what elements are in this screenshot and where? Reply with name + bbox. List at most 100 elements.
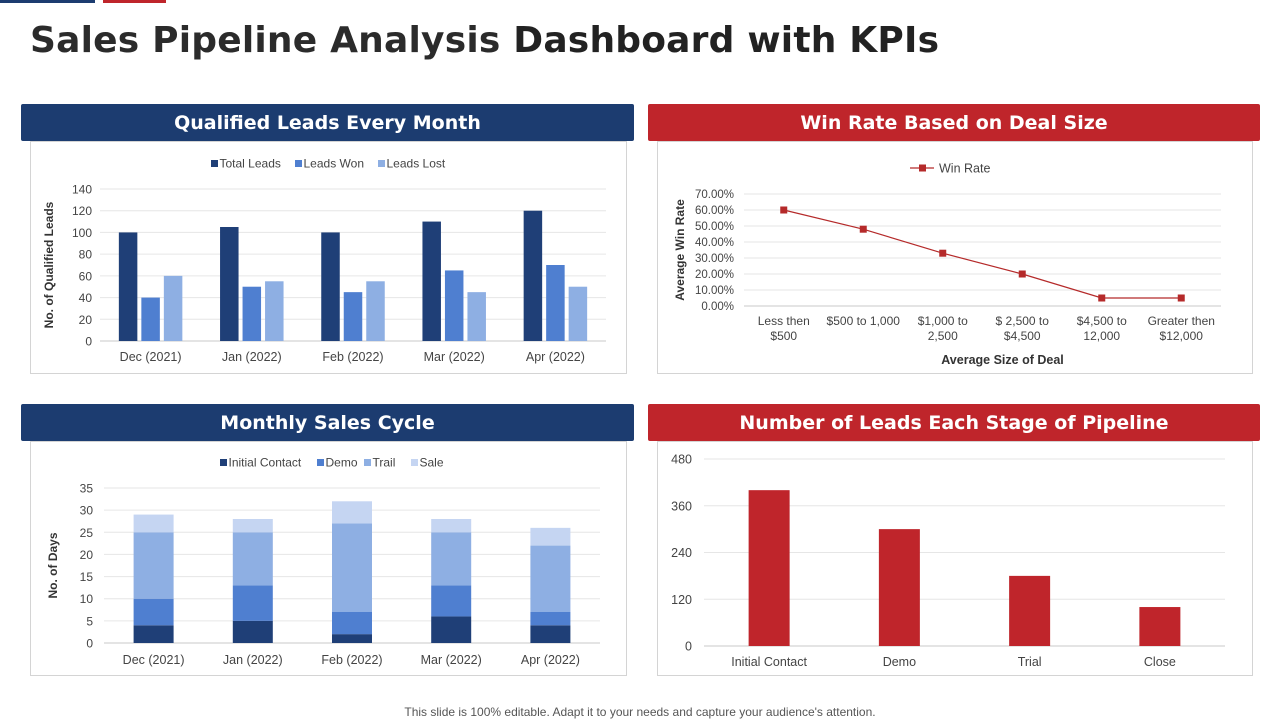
win-rate-point-1 [780,206,788,214]
x-tick-label: $4,500 [1004,329,1041,343]
stack-demo-feb-2022 [332,612,372,635]
y-tick-label: 30.00% [695,253,734,265]
y-tick-label: 10 [80,592,94,606]
y-tick-label: 25 [80,526,94,540]
stack-initial-contact-feb-2022 [332,634,372,643]
top-accent-red [103,0,166,3]
y-tick-label: 30 [80,504,94,518]
bar-total-leads-mar-2022 [422,221,441,341]
y-tick-label: 120 [671,593,692,607]
legend-label: Win Rate [939,162,990,176]
y-axis-title: No. of Days [46,532,60,598]
stack-demo-apr-2022 [530,612,571,626]
y-tick-label: 40.00% [695,237,734,249]
win-rate-chart: 0.00% 10.00% 20.00% 30.00% 40.00% 50.00% 60.00… [673,162,1221,367]
win-rate-point-5 [1098,294,1106,302]
win-rate-panel: 0.00% 10.00% 20.00% 30.00% 40.00% 50.00% 60.00… [657,141,1253,374]
sales-cycle-header: Monthly Sales Cycle [21,404,634,441]
x-tick-label: $4,500 to [1077,314,1127,328]
stack-trail-dec-2021 [133,532,174,599]
y-tick-label: 0 [86,637,93,651]
x-tick-label: $12,000 [1160,329,1204,343]
bar-trial [1009,575,1051,646]
page-title-part2: Dashboard with KPIs [513,20,940,61]
bar-total-leads-dec-2021 [118,232,138,341]
legend-swatch [364,459,371,466]
stack-initial-contact-jan-2022 [232,620,273,643]
page-title: Sales Pipeline Analysis Dashboard with K… [30,20,939,61]
bar-leads-lost-feb-2022 [366,281,385,341]
y-tick-label: 120 [72,204,92,218]
x-tick-label: Initial Contact [731,655,807,669]
qualified-leads-panel: 0 20 40 60 80 100 120 140 No. of Qualified Leads… [30,141,627,374]
win-rate-point-3 [939,249,947,257]
bar-initial-contact [748,490,790,646]
y-tick-label: 80 [79,248,93,262]
y-tick-label: 360 [671,499,692,513]
bar-total-leads-feb-2022 [321,232,340,341]
stack-sale-feb-2022 [332,501,372,524]
x-tick-label: Jan (2022) [222,350,282,364]
legend-swatch [295,160,302,167]
y-tick-label: 0.00% [701,301,734,313]
x-tick-label: Apr (2022) [521,653,580,667]
sales-cycle-chart: 0 5 10 15 20 25 30 35 No. of Days Dec (2021) Jan (… [46,456,600,667]
stack-trail-apr-2022 [530,545,571,612]
bar-leads-won-mar-2022 [444,270,464,341]
x-tick-label: Demo [883,655,916,669]
stack-sale-dec-2021 [133,514,174,533]
qualified-leads-chart: 0 20 40 60 80 100 120 140 No. of Qualified Leads… [42,157,606,364]
x-tick-label: Mar (2022) [424,350,485,364]
bar-leads-won-dec-2021 [141,297,160,341]
legend-swatch [411,459,418,466]
stack-trail-jan-2022 [232,532,273,586]
y-tick-label: 140 [72,183,92,197]
y-tick-label: 480 [671,453,692,467]
y-tick-label: 240 [671,546,692,560]
sales-cycle-title: Monthly Sales Cycle [220,411,435,434]
y-tick-label: 0 [685,640,692,654]
bar-leads-lost-jan-2022 [265,281,284,341]
y-tick-label: 100 [72,226,92,240]
bar-leads-lost-mar-2022 [467,292,486,341]
y-tick-label: 15 [80,570,94,584]
bar-leads-won-apr-2022 [546,265,565,341]
stack-demo-jan-2022 [232,585,273,621]
x-tick-label: Feb (2022) [322,350,383,364]
legend-label: Sale [420,456,444,470]
bar-leads-won-jan-2022 [242,286,262,341]
y-tick-label: 20 [80,548,94,562]
legend-swatch [317,459,324,466]
win-rate-point-2 [859,225,867,233]
bar-total-leads-apr-2022 [523,210,543,341]
legend-label: Leads Won [304,157,365,171]
win-rate-header: Win Rate Based on Deal Size [648,104,1260,141]
legend-label: Demo [326,456,358,470]
y-tick-label: 60 [79,269,93,283]
bar-close [1139,607,1181,646]
pipeline-chart: 0 120 240 360 480 Initial Contact Demo Trial Clo… [671,453,1225,669]
stack-demo-dec-2021 [133,598,174,626]
x-tick-label: Mar (2022) [421,653,482,667]
qualified-leads-header: Qualified Leads Every Month [21,104,634,141]
footer-note: This slide is 100% editable. Adapt it to… [404,705,876,719]
bar-total-leads-jan-2022 [220,227,239,341]
win-rate-line [783,209,1182,299]
x-tick-label: Apr (2022) [526,350,585,364]
x-tick-label: 12,000 [1083,329,1120,343]
x-tick-label: 2,500 [928,329,958,343]
bar-leads-lost-apr-2022 [568,286,588,341]
legend-marker [919,164,926,172]
x-tick-label: $500 [770,329,797,343]
y-axis-title: No. of Qualified Leads [42,201,56,328]
stack-demo-mar-2022 [431,585,472,617]
x-tick-label: $1,000 to [918,314,968,328]
y-tick-label: 20 [79,313,93,327]
top-accent-navy [0,0,95,3]
y-tick-label: 0 [85,335,92,349]
win-rate-point-4 [1018,270,1026,278]
legend-swatch [378,160,385,167]
stack-sale-mar-2022 [431,519,472,533]
stack-initial-contact-dec-2021 [133,625,174,643]
legend-swatch [211,160,218,167]
